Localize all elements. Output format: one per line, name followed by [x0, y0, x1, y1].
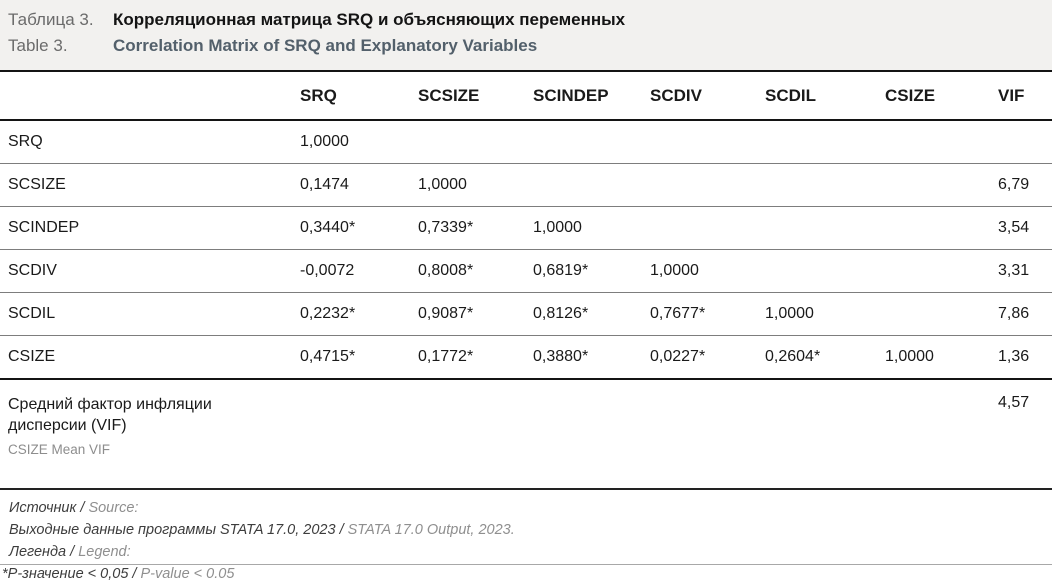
table-cell: 1,0000 [410, 163, 525, 207]
table-cell: 0,3880* [525, 335, 642, 380]
caption-line-ru: Таблица 3. Корреляционная матрица SRQ и о… [8, 7, 1042, 33]
table-cell [877, 249, 990, 293]
table-cell [525, 163, 642, 207]
table-cell: 1,0000 [525, 206, 642, 250]
table-cell: 0,7677* [642, 292, 757, 336]
table-cell [757, 163, 877, 207]
caption-label-ru: Таблица 3. [8, 10, 94, 29]
table-cell [642, 163, 757, 207]
table-cell [877, 163, 990, 207]
mean-vif-row: Средний фактор инфляции дисперсии (VIF) … [0, 379, 1052, 490]
table-cell: 0,1474 [292, 163, 410, 207]
row-label: SCINDEP [0, 206, 292, 250]
caption-text-ru: Корреляционная матрица SRQ и объясняющих… [113, 10, 626, 29]
table-cell [877, 120, 990, 164]
table-cell: 0,1772* [410, 335, 525, 380]
table-cell-vif: 3,54 [990, 206, 1052, 250]
table-cell [757, 206, 877, 250]
pvalue-note-en: P-value < 0.05 [140, 566, 235, 582]
source-heading-ru: Источник / [9, 500, 89, 516]
caption-text-en: Correlation Matrix of SRQ and Explanator… [113, 36, 538, 55]
table-cell-vif: 3,31 [990, 249, 1052, 293]
row-label: CSIZE [0, 335, 292, 380]
mean-vif-label-ru: Средний фактор инфляции дисперсии (VIF) [8, 396, 212, 434]
pvalue-note-ru: *P-значение < 0,05 / [2, 566, 141, 582]
column-header-srq: SRQ [292, 71, 410, 121]
mean-vif-label-cell: Средний фактор инфляции дисперсии (VIF) … [0, 379, 990, 490]
source-text-line: Выходные данные программы STATA 17.0, 20… [9, 519, 1042, 541]
source-heading-line: Источник / Source: [9, 497, 1042, 519]
source-text-ru: Выходные данные программы STATA 17.0, 20… [9, 522, 348, 538]
column-header-scdiv: SCDIV [642, 71, 757, 121]
table-caption: Таблица 3. Корреляционная матрица SRQ и о… [0, 0, 1052, 70]
table-row-csize: CSIZE 0,4715* 0,1772* 0,3880* 0,0227* 0,… [0, 335, 1052, 380]
table-cell [757, 249, 877, 293]
table-cell: 1,0000 [877, 335, 990, 380]
column-header-vif: VIF [990, 71, 1052, 121]
caption-label-en: Table 3. [8, 36, 68, 55]
column-header-csize: CSIZE [877, 71, 990, 121]
legend-heading-line: Легенда / Legend: [9, 541, 1042, 563]
pvalue-note-line: *P-значение < 0,05 / P-value < 0.05 [2, 563, 1042, 585]
caption-line-en: Table 3. Correlation Matrix of SRQ and Ex… [8, 33, 1042, 59]
table-cell: 0,6819* [525, 249, 642, 293]
table-cell [757, 120, 877, 164]
column-header-scindep: SCINDEP [525, 71, 642, 121]
column-header-empty [0, 71, 292, 121]
table-cell [642, 206, 757, 250]
legend-heading-ru: Легенда / [9, 544, 79, 560]
table-cell: 0,9087* [410, 292, 525, 336]
table-cell: 0,7339* [410, 206, 525, 250]
source-heading-en: Source: [88, 500, 139, 516]
column-header-scdil: SCDIL [757, 71, 877, 121]
mean-vif-label-en: CSIZE Mean VIF [8, 442, 111, 457]
table-row-scdiv: SCDIV -0,0072 0,8008* 0,6819* 1,0000 3,3… [0, 249, 1052, 293]
row-label: SRQ [0, 120, 292, 164]
table-cell: 1,0000 [757, 292, 877, 336]
table-cell-vif [990, 120, 1052, 164]
table-header-row: SRQ SCSIZE SCINDEP SCDIV SCDIL CSIZE VIF [0, 71, 1052, 121]
table-cell: 1,0000 [292, 120, 410, 164]
table-cell-vif: 6,79 [990, 163, 1052, 207]
row-label: SCDIV [0, 249, 292, 293]
table-cell [410, 120, 525, 164]
row-label: SCDIL [0, 292, 292, 336]
table-cell: 0,3440* [292, 206, 410, 250]
table-cell: 0,8126* [525, 292, 642, 336]
table-cell: -0,0072 [292, 249, 410, 293]
table-cell-vif: 7,86 [990, 292, 1052, 336]
source-text-en: STATA 17.0 Output, 2023. [347, 522, 515, 538]
table-row-scsize: SCSIZE 0,1474 1,0000 6,79 [0, 163, 1052, 207]
table-cell: 0,0227* [642, 335, 757, 380]
table-row-srq: SRQ 1,0000 [0, 120, 1052, 164]
table-cell: 0,2232* [292, 292, 410, 336]
table-cell: 1,0000 [642, 249, 757, 293]
table-notes: Источник / Source: Выходные данные прогр… [0, 490, 1052, 585]
table-cell [877, 206, 990, 250]
table-cell: 0,4715* [292, 335, 410, 380]
table-cell [642, 120, 757, 164]
table-cell [877, 292, 990, 336]
table-cell [525, 120, 642, 164]
table-row-scdil: SCDIL 0,2232* 0,9087* 0,8126* 0,7677* 1,… [0, 292, 1052, 336]
row-label: SCSIZE [0, 163, 292, 207]
mean-vif-value: 4,57 [990, 379, 1052, 490]
legend-heading-en: Legend: [78, 544, 131, 560]
table-row-scindep: SCINDEP 0,3440* 0,7339* 1,0000 3,54 [0, 206, 1052, 250]
column-header-scsize: SCSIZE [410, 71, 525, 121]
table-cell: 0,8008* [410, 249, 525, 293]
table-cell: 0,2604* [757, 335, 877, 380]
table-cell-vif: 1,36 [990, 335, 1052, 380]
correlation-matrix-table: SRQ SCSIZE SCINDEP SCDIV SCDIL CSIZE VIF… [0, 70, 1052, 490]
